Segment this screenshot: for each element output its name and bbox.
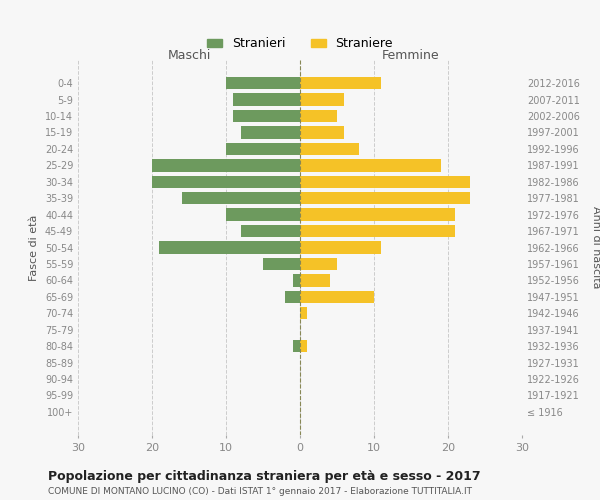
Bar	[300, 77, 382, 90]
Bar	[300, 110, 337, 122]
Bar	[293, 274, 300, 286]
Bar	[226, 208, 300, 221]
Bar	[300, 258, 337, 270]
Legend: Stranieri, Straniere: Stranieri, Straniere	[202, 32, 398, 56]
Bar	[293, 340, 300, 352]
Bar	[300, 340, 307, 352]
Bar	[182, 192, 300, 204]
Bar	[300, 274, 329, 286]
Bar	[300, 290, 374, 303]
Text: Maschi: Maschi	[167, 49, 211, 62]
Bar	[241, 126, 300, 138]
Bar	[300, 242, 382, 254]
Bar	[226, 143, 300, 155]
Bar	[300, 126, 344, 138]
Bar	[233, 110, 300, 122]
Bar	[300, 307, 307, 320]
Bar	[241, 225, 300, 237]
Bar	[300, 225, 455, 237]
Text: Popolazione per cittadinanza straniera per età e sesso - 2017: Popolazione per cittadinanza straniera p…	[48, 470, 481, 483]
Y-axis label: Anni di nascita: Anni di nascita	[591, 206, 600, 289]
Bar	[226, 77, 300, 90]
Bar	[300, 208, 455, 221]
Bar	[152, 159, 300, 172]
Bar	[263, 258, 300, 270]
Text: Femmine: Femmine	[382, 49, 440, 62]
Bar	[300, 94, 344, 106]
Bar	[152, 176, 300, 188]
Bar	[300, 192, 470, 204]
Text: COMUNE DI MONTANO LUCINO (CO) - Dati ISTAT 1° gennaio 2017 - Elaborazione TUTTIT: COMUNE DI MONTANO LUCINO (CO) - Dati IST…	[48, 488, 472, 496]
Bar	[160, 242, 300, 254]
Bar	[285, 290, 300, 303]
Bar	[300, 143, 359, 155]
Bar	[300, 159, 440, 172]
Bar	[233, 94, 300, 106]
Bar	[300, 176, 470, 188]
Y-axis label: Fasce di età: Fasce di età	[29, 214, 39, 280]
